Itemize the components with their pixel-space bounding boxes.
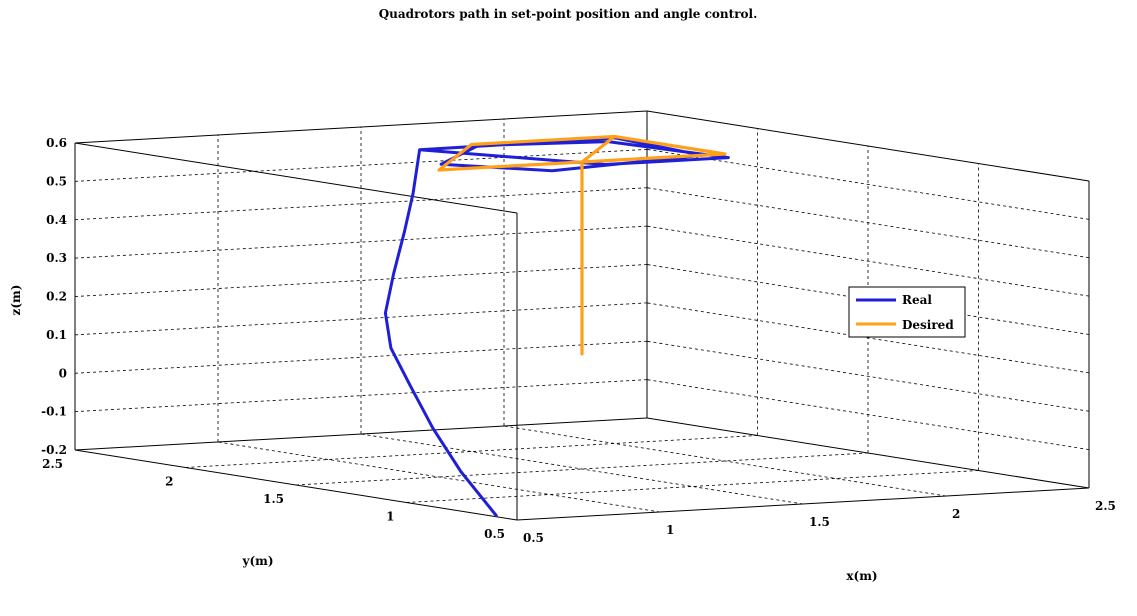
- series-line-real: [383, 136, 730, 517]
- grid-line-z-side: [646, 340, 1090, 412]
- grid-line-x-floor: [503, 425, 947, 497]
- y-tick-label: 2: [165, 475, 173, 489]
- legend-label-desired: Desired: [902, 318, 954, 332]
- y-tick-label: 1: [386, 510, 394, 524]
- x-tick-label: 1.5: [809, 515, 830, 529]
- z-tick-label: -0.2: [41, 443, 67, 457]
- x-axis-label: x(m): [846, 569, 877, 583]
- x-tick-label: 1: [666, 523, 674, 537]
- grid-line-z-side: [646, 225, 1090, 297]
- x-tick-label: 2: [952, 507, 960, 521]
- chart-title: Quadrotors path in set-point position an…: [379, 7, 758, 21]
- grid-line-z-side: [646, 148, 1090, 220]
- axes-box: [74, 110, 1090, 521]
- axes-box-edge: [74, 142, 518, 214]
- x-tick-label: 2.5: [1095, 499, 1116, 513]
- grid-line-x-floor: [217, 441, 661, 513]
- grid-line-z-side: [646, 379, 1090, 451]
- legend: Real Desired: [848, 286, 966, 338]
- y-axis-label: y(m): [241, 554, 273, 568]
- axes-box-edge: [646, 417, 1090, 489]
- grid-line-z-side: [646, 302, 1090, 374]
- y-tick-label: 1.5: [263, 492, 284, 506]
- axes-box-edge: [516, 487, 1090, 521]
- legend-label-real: Real: [902, 293, 932, 307]
- tick-labels: -0.2 -0.1 0 0.1 0.2 0.3 0.4 0.5 0.6 0.5 1 1.5 2 2.5 0.…: [41, 136, 1116, 545]
- grid-line-z-side: [646, 187, 1090, 259]
- series-line-desired: [437, 134, 727, 356]
- grid-line-x-floor: [360, 433, 804, 505]
- grid-line-z-back: [74, 340, 648, 374]
- axes-box-edge: [646, 110, 1090, 182]
- axes-box-edge: [74, 417, 648, 451]
- z-tick-label: 0.2: [46, 290, 67, 304]
- axes-box-edge: [74, 449, 518, 521]
- grid-line-y-floor: [185, 435, 758, 468]
- z-tick-label: 0.1: [46, 328, 67, 342]
- series-layer: [383, 134, 730, 517]
- grid-lines: [74, 119, 1090, 513]
- y-tick-label: 2.5: [42, 457, 63, 471]
- grid-line-z-back: [74, 148, 648, 182]
- z-tick-label: -0.1: [41, 405, 67, 419]
- z-tick-label: 0.6: [46, 136, 67, 150]
- y-tick-label: 0.5: [484, 527, 505, 541]
- z-tick-label: 0.4: [46, 213, 67, 227]
- grid-line-y-floor: [406, 470, 979, 503]
- z-tick-label: 0.3: [46, 251, 67, 265]
- z-axis-label: z(m): [9, 285, 23, 316]
- legend-box: [848, 286, 966, 338]
- x-tick-label: 0.5: [523, 531, 544, 545]
- axes-box-edge: [74, 110, 648, 144]
- z-tick-label: 0.5: [46, 174, 67, 188]
- z-tick-label: 0: [59, 366, 67, 380]
